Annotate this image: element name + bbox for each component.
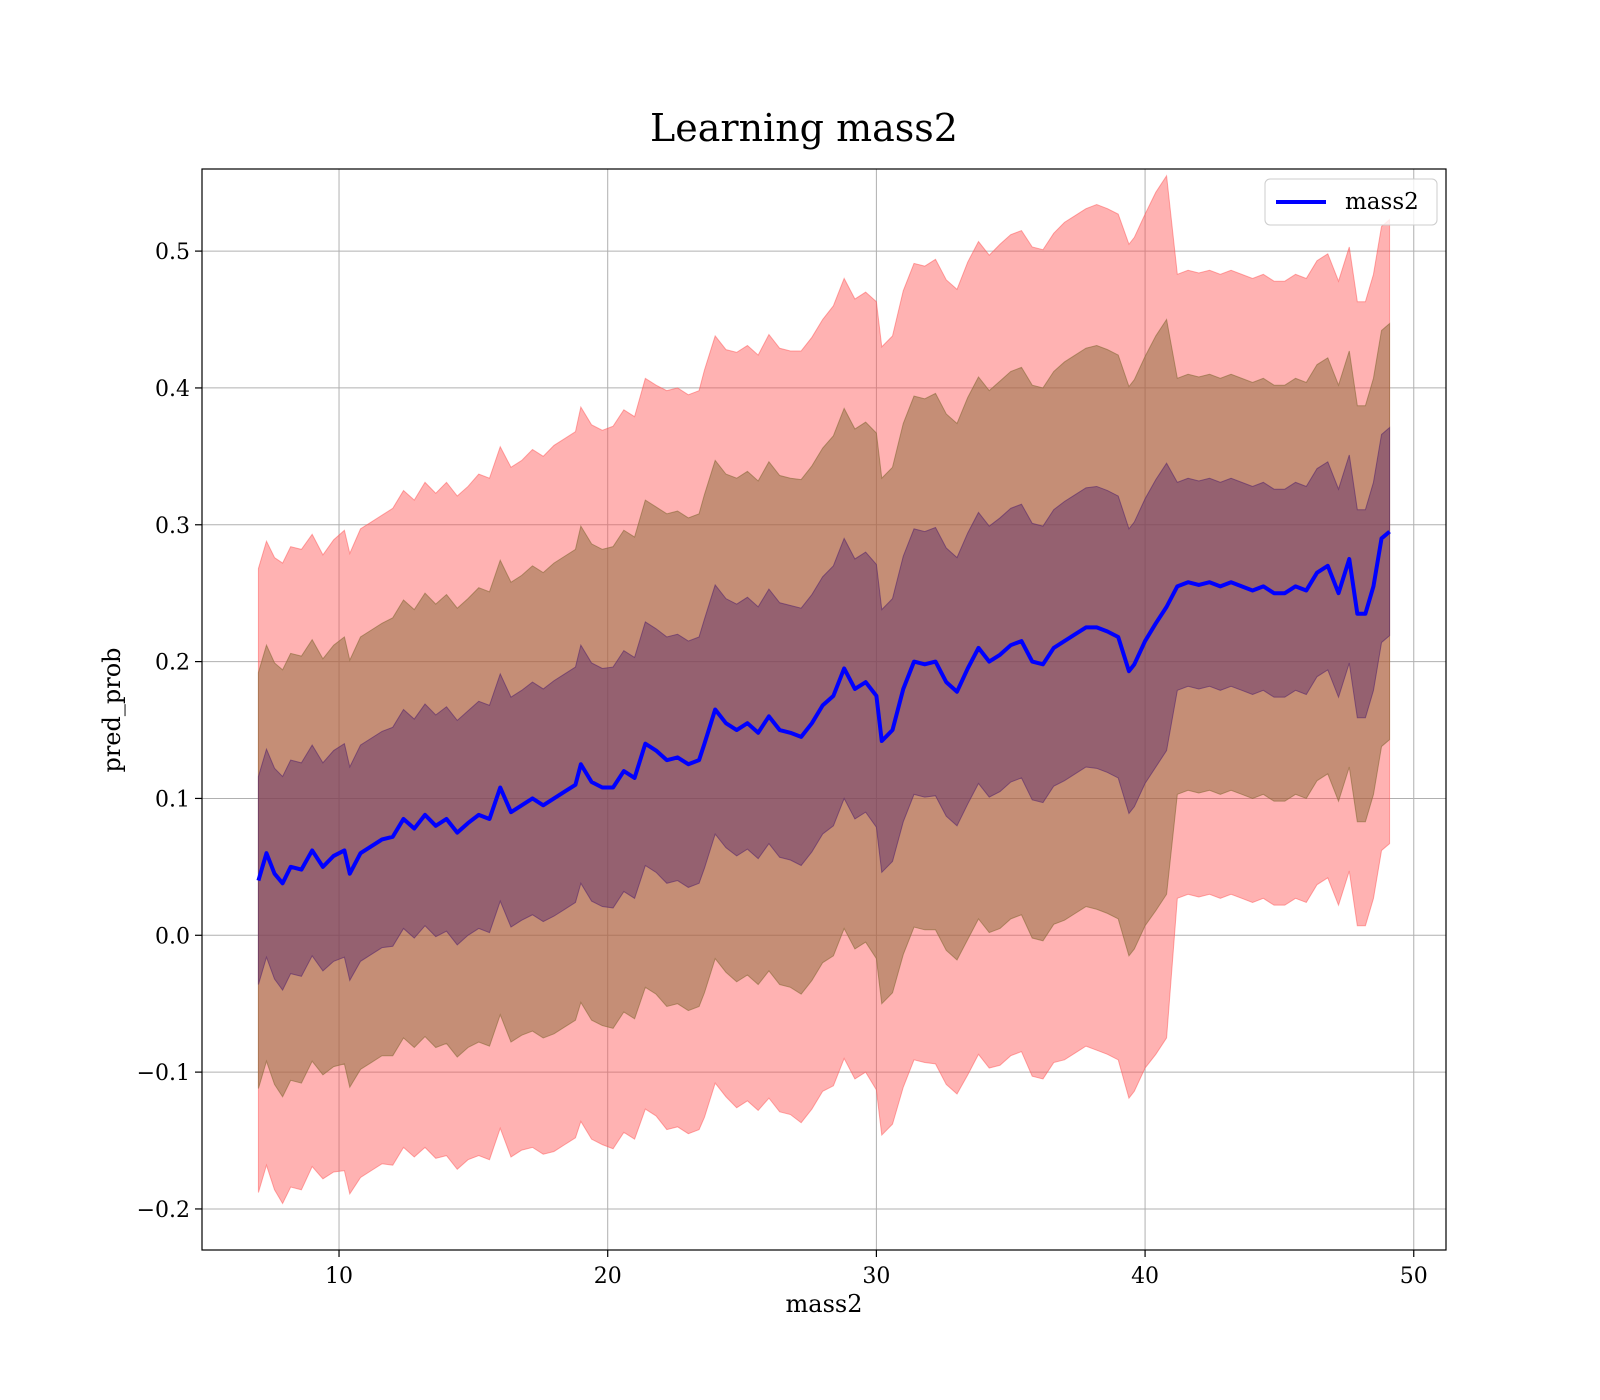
band-2sd (257, 318, 1391, 1098)
y-tick-label: 0.2 (155, 651, 190, 676)
chart-title: Learning mass2 (650, 106, 958, 150)
y-tick-label: 0.5 (155, 240, 190, 265)
y-tick-label: 0.3 (155, 514, 190, 539)
x-axis-label: mass2 (786, 1290, 863, 1318)
x-tick-label: 30 (862, 1264, 890, 1289)
legend-label: mass2 (1345, 189, 1419, 215)
confidence-bands (257, 174, 1391, 1205)
plot-frame (201, 168, 1447, 1251)
y-tick-label: 0.1 (155, 787, 190, 812)
y-tick-label: 0.0 (155, 924, 190, 949)
x-tick-label: 10 (325, 1264, 353, 1289)
x-tick-label: 20 (594, 1264, 622, 1289)
y-tick-label: −0.2 (137, 1198, 190, 1223)
legend-box (1264, 178, 1438, 226)
x-tick-label: 50 (1400, 1264, 1428, 1289)
x-tick-label: 40 (1131, 1264, 1159, 1289)
legend: mass2 (1264, 178, 1438, 226)
series-line-mass2 (256, 530, 1391, 886)
y-tick-label: 0.4 (155, 377, 190, 402)
plot-area: 10 20 30 40 50 −0.2 −0.1 0.0 0.1 0.2 0.3 0.4 0.5 (137, 168, 1447, 1289)
y-tick-label: −0.1 (137, 1061, 190, 1086)
band-1sd (257, 426, 1391, 991)
y-axis-label: pred_prob (98, 647, 126, 772)
